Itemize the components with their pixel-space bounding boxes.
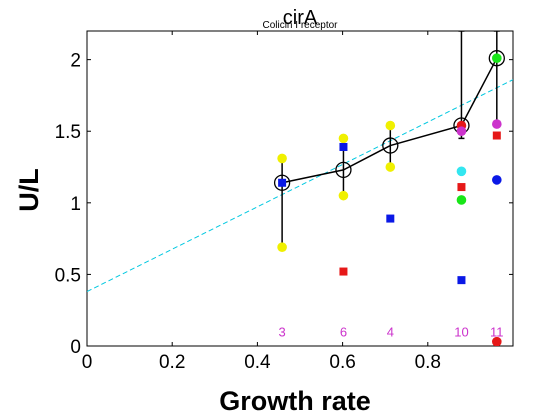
x-tick-label: 0.8 — [415, 352, 441, 373]
data-point-circle — [457, 126, 467, 136]
y-tick-label: 2 — [70, 51, 81, 72]
data-point-square — [386, 215, 394, 223]
sample-count-label: 3 — [278, 325, 285, 340]
data-point-circle — [492, 175, 502, 185]
y-tick-label: 1 — [70, 194, 81, 215]
data-point-circle — [339, 134, 349, 144]
plot-area — [87, 31, 513, 346]
x-tick-label: 0.2 — [159, 352, 185, 373]
data-point-square — [339, 143, 347, 151]
y-tick-label: 1.5 — [55, 122, 81, 143]
y-tick-label: 0.5 — [55, 265, 81, 286]
chart-subtitle: Colicin I receptor — [262, 20, 338, 31]
y-tick-label: 0 — [70, 337, 81, 358]
data-point-circle — [457, 167, 467, 177]
data-point-circle — [457, 195, 467, 205]
data-point-square — [339, 268, 347, 276]
x-axis-label: Growth rate — [219, 386, 371, 416]
data-point-square — [457, 276, 465, 284]
sample-count-label: 4 — [387, 325, 394, 340]
data-point-circle — [386, 121, 396, 131]
data-point-circle — [492, 53, 502, 63]
data-point-square — [457, 183, 465, 191]
y-axis-label: U/L — [14, 168, 44, 212]
sample-count-label: 11 — [490, 325, 504, 340]
x-tick-label: 0 — [82, 352, 93, 373]
data-point-square — [278, 179, 286, 187]
x-tick-label: 0.6 — [329, 352, 355, 373]
data-point-square — [493, 132, 501, 140]
data-point-circle — [277, 154, 287, 164]
data-point-circle — [386, 162, 396, 172]
sample-count-label: 6 — [340, 325, 347, 340]
sample-count-label: 10 — [454, 325, 468, 340]
data-point-circle — [339, 191, 349, 201]
x-tick-label: 0.4 — [244, 352, 271, 373]
data-point-circle — [277, 242, 287, 252]
data-point-circle — [492, 119, 502, 129]
